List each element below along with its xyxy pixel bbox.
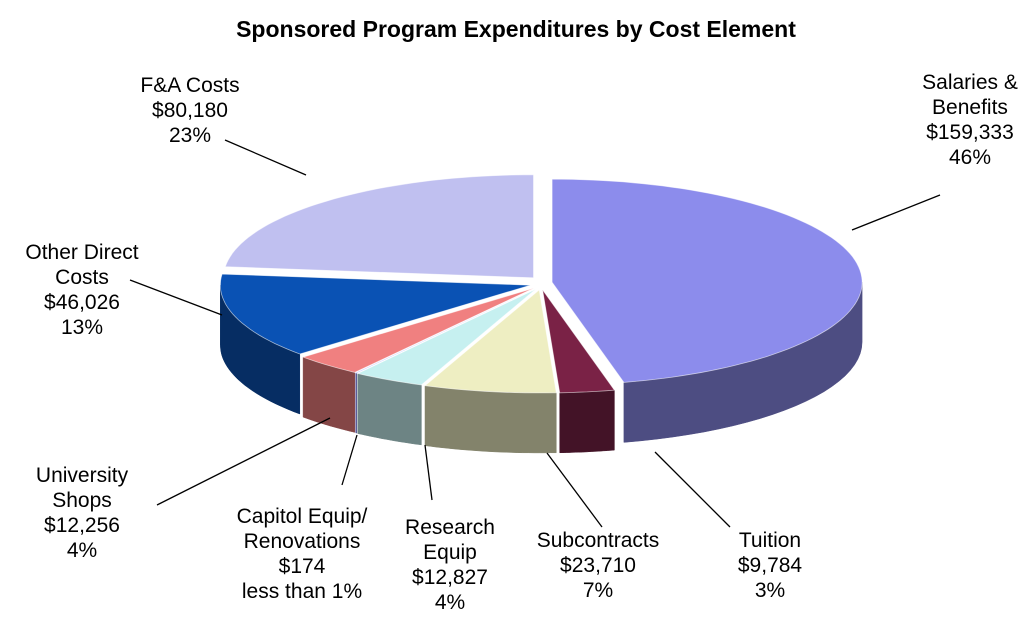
slice-value: $174 — [278, 555, 326, 578]
leader-line — [224, 139, 307, 176]
leader-line — [546, 452, 603, 528]
slice-value: $9,784 — [737, 554, 803, 577]
pie-slice — [424, 289, 557, 394]
pie-slice — [220, 273, 531, 355]
slice-label: F&A Costs $80,180 23% — [125, 73, 255, 148]
slice-label: Research Equip $12,827 4% — [395, 515, 505, 615]
slice-share: 7% — [582, 579, 614, 602]
pie-slice-side — [424, 385, 557, 454]
pie-slice — [354, 288, 535, 374]
slice-name: Subcontracts — [536, 529, 660, 552]
slice-name: Capitol Equip/ Renovations — [236, 505, 368, 553]
slice-value: $12,827 — [412, 566, 488, 589]
pie-slice-side — [559, 389, 615, 454]
leader-line — [424, 444, 433, 501]
chart-title: Sponsored Program Expenditures by Cost E… — [236, 16, 796, 42]
slice-share: 4% — [66, 539, 98, 562]
leader-line — [156, 417, 331, 506]
slice-name: Research Equip — [405, 516, 495, 564]
pie-tops — [220, 174, 863, 394]
slice-share: 13% — [60, 316, 104, 339]
slice-share: 4% — [434, 591, 466, 614]
slice-value: $46,026 — [44, 291, 120, 314]
slice-label: Other Direct Costs $46,026 13% — [2, 240, 162, 340]
slice-label: Capitol Equip/ Renovations $174 less than … — [227, 504, 377, 604]
slice-share: 23% — [168, 124, 212, 147]
slice-label: Subcontracts $23,710 7% — [513, 528, 683, 603]
slice-value: $80,180 — [152, 99, 228, 122]
slice-name: University Shops — [35, 464, 129, 512]
slice-value: $12,256 — [44, 514, 120, 537]
slice-share: less than 1% — [241, 580, 363, 603]
pie-slice — [551, 178, 863, 383]
slice-name: Other Direct Costs — [25, 241, 139, 289]
slice-share: 3% — [754, 579, 786, 602]
leader-line — [341, 434, 358, 486]
pie-slice-side — [355, 372, 357, 434]
slice-label: Salaries & Benefits $159,333 46% — [905, 70, 1032, 170]
leader-line — [654, 451, 731, 528]
slice-value: $23,710 — [560, 554, 636, 577]
pie-sides — [220, 282, 863, 454]
slice-name: Tuition — [738, 529, 802, 552]
slice-name: Salaries & Benefits — [922, 71, 1018, 119]
pie-slice — [356, 288, 536, 386]
slice-share: 46% — [948, 146, 992, 169]
pie-slice-side — [357, 373, 422, 446]
slice-label: Tuition $9,784 3% — [720, 528, 820, 603]
slice-name: F&A Costs — [140, 74, 240, 97]
slice-label: University Shops $12,256 4% — [12, 463, 152, 563]
pie-slice — [224, 174, 534, 279]
slice-value: $159,333 — [926, 121, 1014, 144]
leader-line — [851, 194, 941, 231]
leader-line — [129, 279, 223, 316]
pie-slice — [301, 287, 534, 373]
pie-slice — [542, 289, 616, 394]
